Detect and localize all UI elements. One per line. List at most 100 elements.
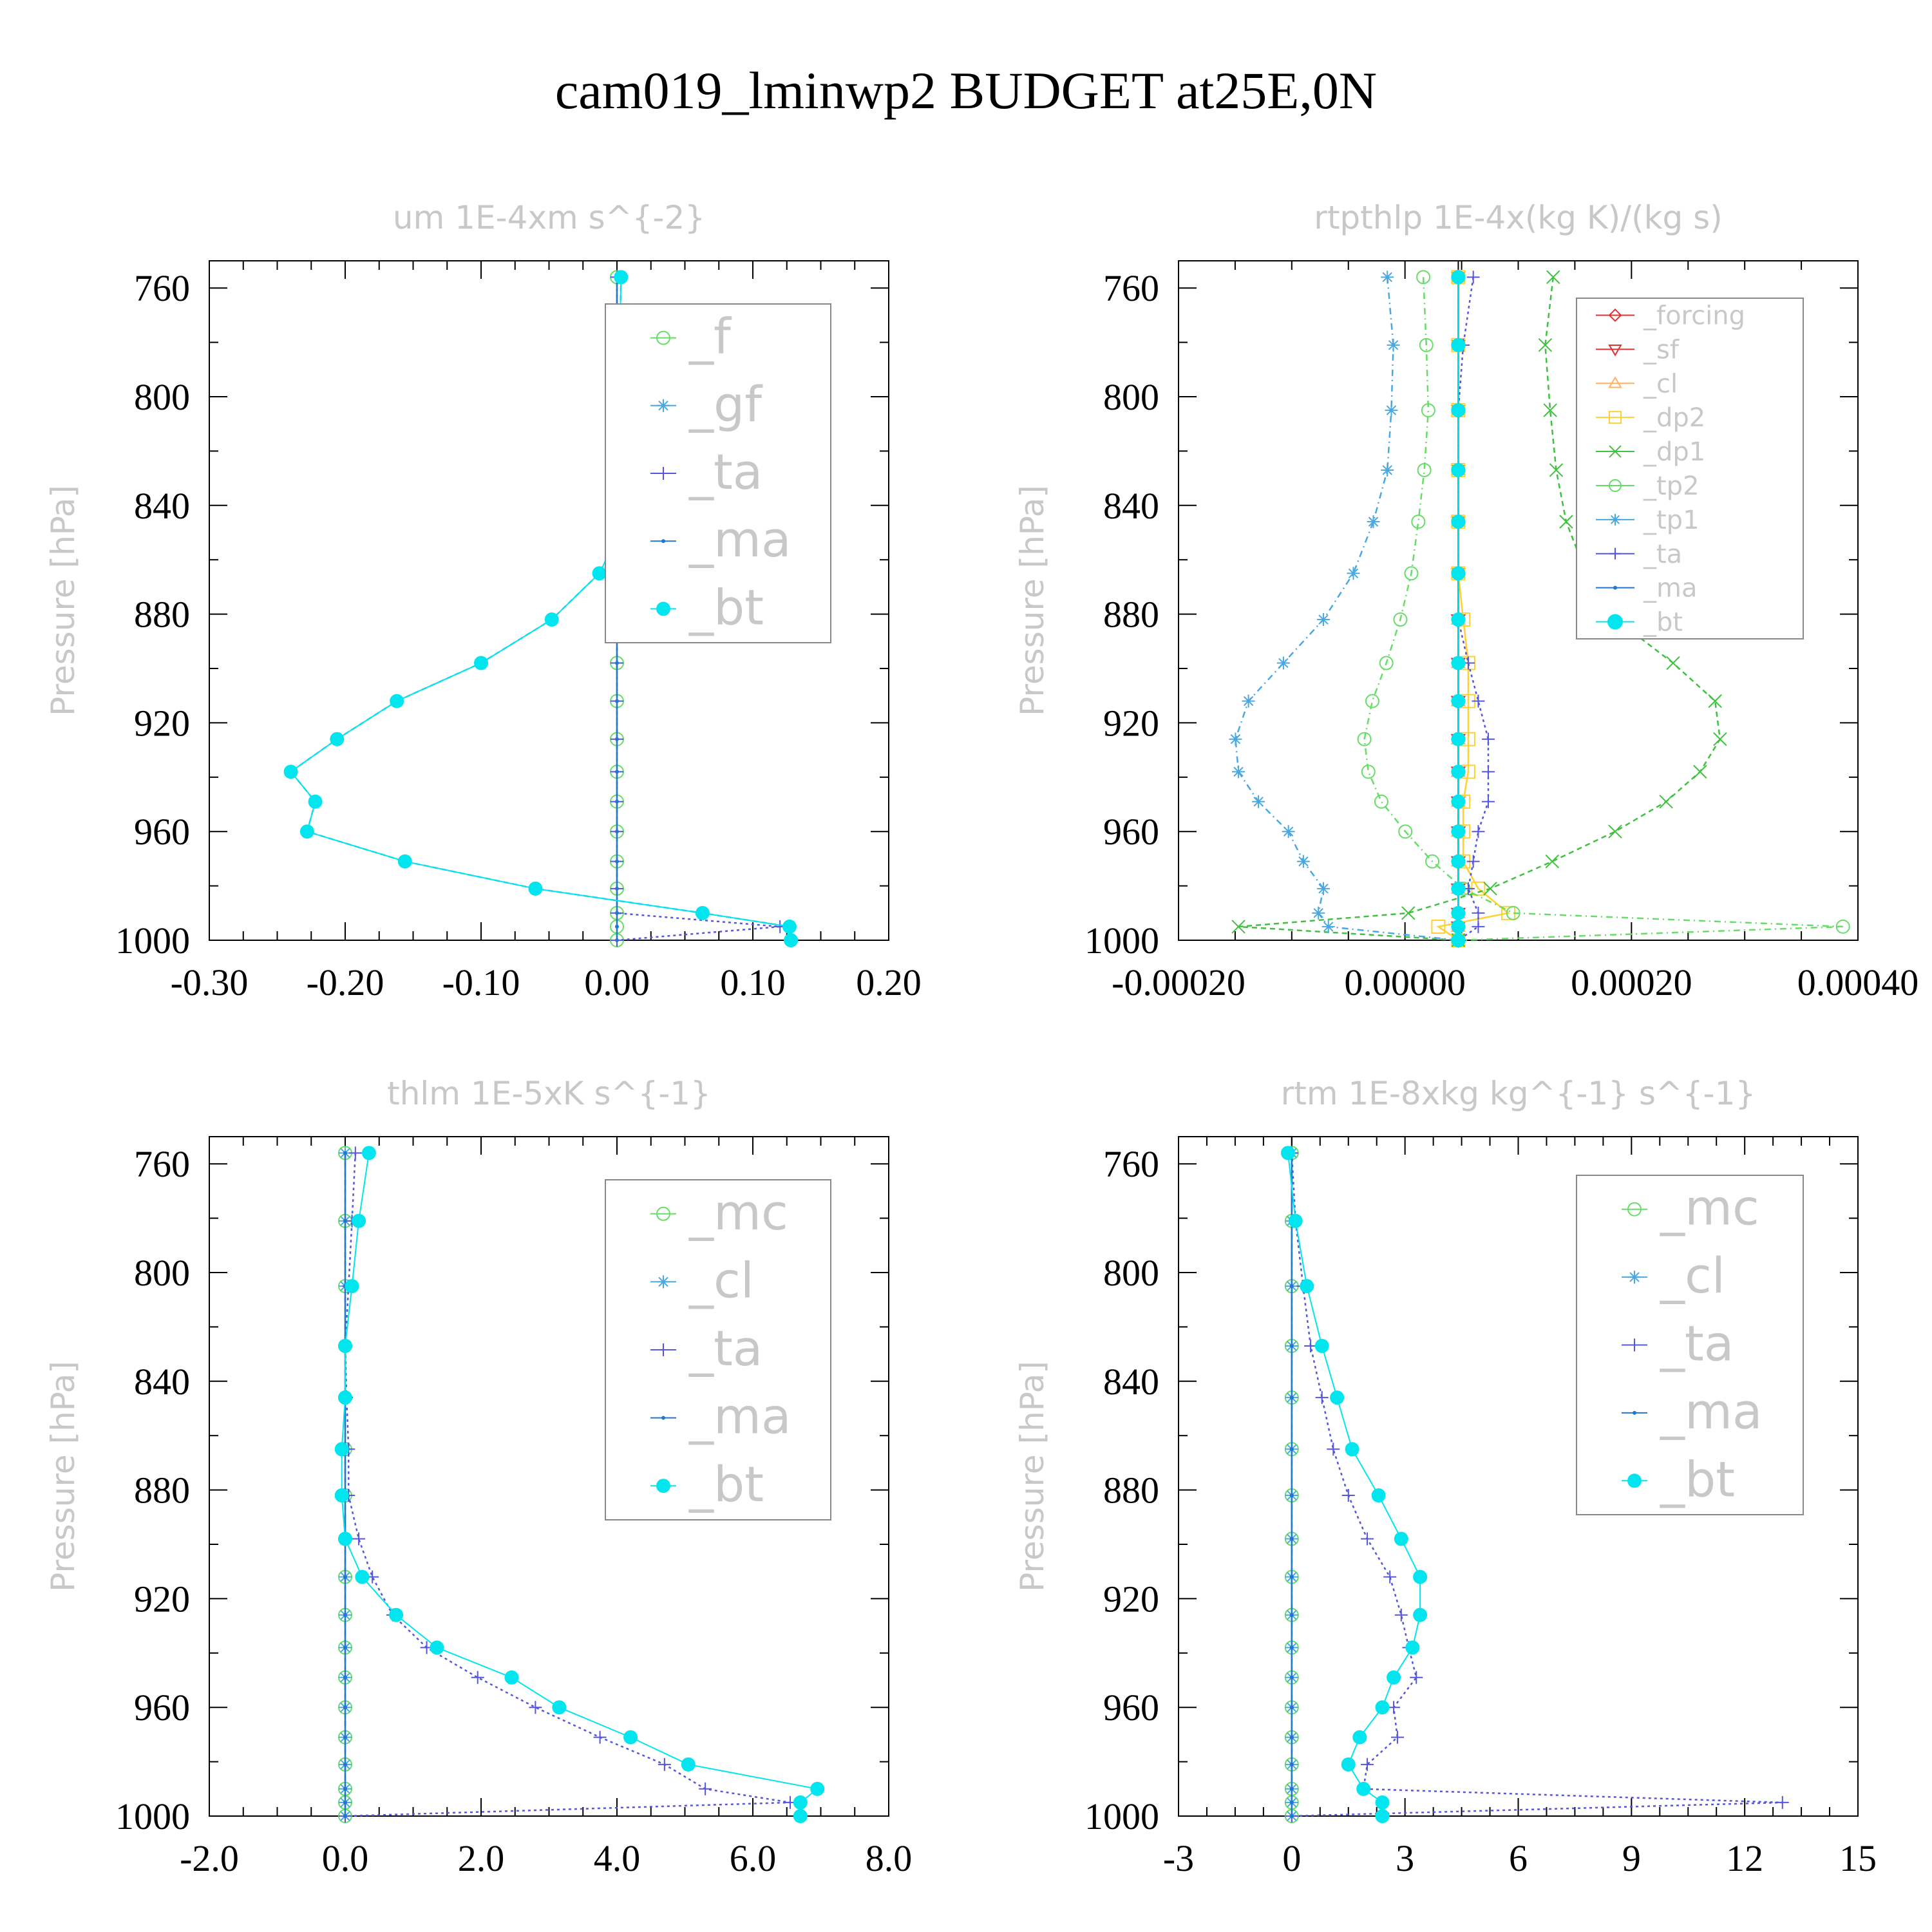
x-tick-label: 8.0 <box>866 1837 913 1879</box>
marker-point <box>1613 585 1617 590</box>
x-tick-label: 15 <box>1839 1837 1877 1879</box>
marker-point <box>390 694 404 708</box>
marker-point <box>355 1569 370 1584</box>
figure-title: cam019_lminwp2 BUDGET at25E,0N <box>555 61 1377 120</box>
legend-label: _mc <box>688 1184 788 1241</box>
marker-point <box>1394 1531 1408 1546</box>
marker-point <box>623 1730 638 1745</box>
legend-label: _ma <box>1660 1383 1763 1440</box>
marker-point <box>657 1275 670 1289</box>
marker-point <box>1410 1671 1423 1684</box>
legend-label: _ta <box>688 1320 762 1377</box>
marker-point <box>615 938 619 942</box>
series-ta <box>1285 1146 1789 1823</box>
series-dp1 <box>1231 270 1727 947</box>
marker-point <box>1289 1762 1294 1766</box>
legend-label: _ta <box>688 443 762 500</box>
marker-point <box>1417 462 1432 477</box>
legend-item: _bt <box>1596 608 1683 638</box>
legend-label: _ma <box>1643 574 1697 603</box>
marker-point <box>658 1757 671 1771</box>
marker-point <box>1546 270 1560 285</box>
marker-point <box>1659 795 1673 809</box>
legend-item: _f <box>650 308 732 365</box>
marker-point <box>1316 882 1330 895</box>
legend-label: _ta <box>1643 540 1682 569</box>
marker-point <box>471 1671 484 1684</box>
y-tick-label: 760 <box>134 267 190 309</box>
y-tick-label: 1000 <box>115 1795 190 1837</box>
legend-item: _forcing <box>1596 301 1745 330</box>
marker-point <box>1347 567 1360 580</box>
marker-point <box>334 1442 349 1457</box>
marker-point <box>1549 463 1564 477</box>
marker-point <box>1289 1493 1294 1498</box>
marker-point <box>1289 1575 1294 1579</box>
marker-point <box>343 1645 347 1650</box>
marker-point <box>338 1531 352 1546</box>
marker-point <box>1289 1447 1294 1452</box>
marker-point <box>1404 566 1419 581</box>
legend-label: _dp1 <box>1643 437 1705 467</box>
series-line <box>341 1153 819 1816</box>
legend-item: _tp1 <box>1596 506 1700 535</box>
legend-label: _bt <box>1643 608 1683 638</box>
marker-point <box>1425 854 1440 869</box>
marker-point <box>345 1279 359 1294</box>
marker-point <box>1356 1781 1371 1796</box>
chart-subtitle: rtpthlp 1E-4x(kg K)/(kg s) <box>1314 199 1722 236</box>
marker-point <box>361 1146 376 1160</box>
marker-point <box>593 1730 607 1744</box>
legend-box <box>1576 298 1804 639</box>
marker-point <box>1472 920 1485 933</box>
marker-point <box>1289 1645 1294 1650</box>
marker-point <box>1289 1343 1294 1348</box>
marker-point <box>657 467 670 480</box>
marker-point <box>1387 1670 1401 1685</box>
marker-point <box>1315 1391 1329 1405</box>
marker-point <box>615 799 619 804</box>
series-line <box>1363 277 1843 942</box>
marker-point <box>1390 1730 1404 1744</box>
marker-point <box>793 1795 808 1810</box>
y-tick-label: 840 <box>1103 485 1159 527</box>
legend-label: _f <box>688 308 732 365</box>
marker-point <box>615 886 619 891</box>
x-tick-label: 0.0 <box>322 1837 369 1879</box>
marker-point <box>681 1757 696 1772</box>
marker-point <box>1405 1640 1420 1655</box>
marker-point <box>1608 376 1622 388</box>
legend-label: _ta <box>1660 1315 1734 1372</box>
marker-point <box>1289 1786 1294 1791</box>
marker-point <box>1252 795 1265 808</box>
marker-point <box>1451 656 1466 670</box>
marker-point <box>1543 403 1557 417</box>
y-tick-label: 840 <box>134 1361 190 1403</box>
marker-point <box>1431 919 1446 934</box>
marker-point <box>1609 411 1622 424</box>
marker-point <box>1381 463 1394 477</box>
marker-point <box>1375 1700 1390 1715</box>
marker-point <box>544 612 559 627</box>
marker-point <box>1627 1202 1642 1217</box>
legend-box <box>605 303 831 643</box>
x-tick-label: 0.00000 <box>1344 961 1466 1003</box>
marker-point <box>1387 338 1400 352</box>
marker-point <box>343 1151 347 1155</box>
marker-point <box>1466 270 1480 284</box>
marker-point <box>1451 824 1466 839</box>
marker-point <box>330 732 345 746</box>
legend-item: _cl <box>1622 1247 1725 1304</box>
marker-point <box>1289 1800 1294 1804</box>
marker-point <box>1481 765 1495 779</box>
x-tick-label: 0.00020 <box>1571 961 1692 1003</box>
marker-point <box>308 794 323 809</box>
x-tick-label: 12 <box>1726 1837 1763 1879</box>
y-tick-label: 760 <box>1103 267 1159 309</box>
marker-point <box>1666 656 1680 670</box>
marker-point <box>1361 1757 1374 1771</box>
marker-point <box>1628 1271 1641 1284</box>
marker-point <box>1393 612 1408 627</box>
legend-item: _mc <box>650 1184 788 1241</box>
